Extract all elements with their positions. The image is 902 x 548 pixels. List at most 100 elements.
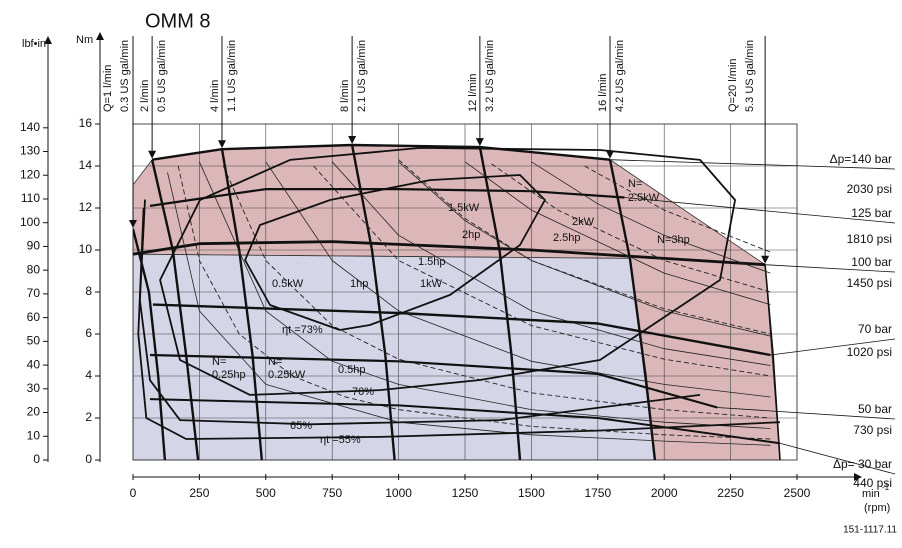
pressure-label: 1810 psi [847,232,892,246]
pressure-curve [151,143,611,161]
power-curve [464,161,771,305]
power-curve [265,161,771,398]
x-axis-unit: (rpm) [864,502,890,514]
pressure-label: Δp= 30 bar [833,457,892,471]
pressure-leader [610,159,896,170]
x-tick-label: 500 [256,486,276,500]
flow-label: 4.2 US gal/min [614,40,626,112]
power-label: 2kW [572,216,595,228]
flow-label: 5.3 US gal/min [744,40,756,112]
flow-curve [608,159,657,460]
power-curve [313,165,771,377]
power-label: 1.5kW [448,202,480,214]
power-label: 0.25kW [268,369,306,381]
pressure-leader [770,338,896,356]
y2-tick-label: 30 [27,381,41,395]
x-tick-label: 2500 [784,486,811,500]
y-tick-label: 4 [85,368,92,382]
y2-tick-label: 20 [27,405,41,419]
y-tick-label: 0 [85,452,92,466]
efficiency-curve [244,174,546,331]
power-label: N=3hp [657,234,690,246]
x-axis-label-sup: -1 [882,483,890,492]
curves [133,143,781,460]
power-curve [398,159,771,335]
y-tick-label: 14 [79,158,93,172]
flow-label: 1.1 US gal/min [226,40,238,112]
y2-tick-label: 70 [27,286,41,300]
y2-axis-label: lbf•in [22,38,46,50]
power-curve [177,165,771,440]
x-tick-label: 750 [322,486,342,500]
efficiency-label: ηt =73% [282,324,323,336]
pressure-curve [149,398,781,445]
power-label: 1kW [420,278,443,290]
y2-tick-label: 110 [21,191,40,205]
flow-label: Q=1 l/min [102,65,114,112]
pressure-curve [149,353,718,409]
power-label: 2.5kW [628,192,660,204]
pressure-curve [149,188,625,207]
y2-tick-label: 90 [27,239,41,253]
y-tick-label: 10 [79,242,93,256]
x-axis-label: min [862,488,880,500]
efficiency-label: ηt =55% [320,434,361,446]
grid: 0 250 500 750 1000 1250 1500 1750 2000 2250 250002… [20,116,811,500]
power-curve [531,161,771,274]
y2-tick-label: 60 [27,310,41,324]
y-axis-label: Nm [76,34,93,46]
x-tick-label: 250 [189,486,209,500]
pressure-leader [779,442,896,475]
x-tick-label: 1250 [452,486,479,500]
pressure-label: 2030 psi [847,182,892,196]
y2-tick-label: 80 [27,262,41,276]
y2-tick-label: 130 [20,144,40,158]
y-tick-label: 8 [85,284,92,298]
efficiency-curve [159,147,736,396]
power-label: 2hp [462,229,480,241]
y-tick-label: 2 [85,410,92,424]
chart-title: OMM 8 [145,10,211,32]
efficiency-label: 65% [290,420,312,432]
y2-tick-label: 120 [20,167,40,181]
pressure-curve [152,303,771,357]
x-tick-label: 1750 [584,486,611,500]
pressure-label: 1020 psi [847,345,892,359]
flow-label: 0.5 US gal/min [156,40,168,112]
x-tick-label: 1500 [518,486,545,500]
pressure-label: 125 bar [851,206,892,220]
labels: Q=1 l/min 0.3 US gal/min 2 l/min 0.5 US gal… [102,36,896,490]
power-curve [199,161,771,429]
power-label: 0.5kW [272,278,304,290]
pressure-label: Δp=140 bar [830,152,892,166]
pressure-label: 440 psi [853,476,892,490]
y2-tick-label: 10 [27,428,41,442]
flow-label: 2.1 US gal/min [356,40,368,112]
flow-label: 16 l/min [597,73,609,112]
plot-frame [132,123,798,461]
flow-label: 4 l/min [209,80,221,112]
power-curve [491,163,771,293]
y2-tick-label: 50 [27,334,41,348]
power-curve [584,165,771,253]
flow-label: 3.2 US gal/min [484,40,496,112]
power-label: N= [628,178,642,190]
flow-curve [350,144,396,460]
power-label: 1hp [350,278,368,290]
footer: 151-1117.11 [843,525,897,536]
pressure-leader [765,264,896,273]
pressure-label: 100 bar [851,255,892,269]
y2-tick-label: 40 [27,357,41,371]
pressure-leader [717,407,896,420]
pressure-label: 1450 psi [847,276,892,290]
x-tick-label: 0 [130,486,137,500]
x-tick-label: 2250 [717,486,744,500]
efficiency-curve [137,207,781,440]
pressure-label: 730 psi [853,423,892,437]
y2-tick-label: 140 [20,120,40,134]
y-tick-label: 6 [85,326,92,340]
flow-curve [478,146,522,460]
power-label: 2.5hp [553,232,581,244]
x-tick-label: 1000 [385,486,412,500]
